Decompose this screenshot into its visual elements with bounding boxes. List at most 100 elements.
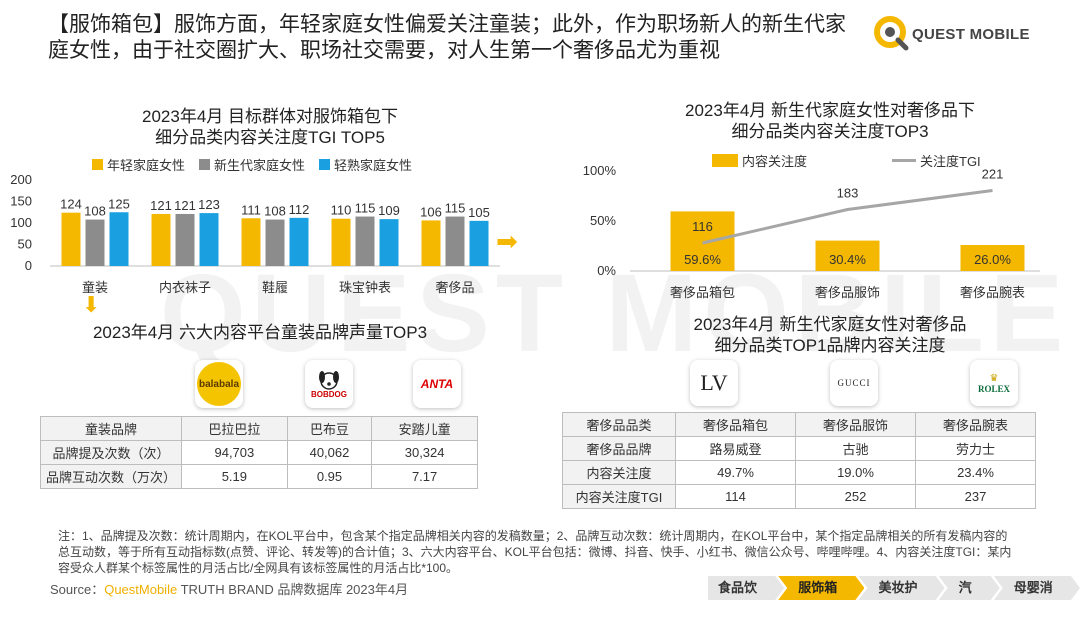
table-row: 品牌互动次数（万次） 5.19 0.95 7.17 [40,464,478,489]
data-label: 112 [289,202,310,217]
chart1-legend: 年轻家庭女性 新生代家庭女性 轻熟家庭女性 [92,155,412,174]
brand-table-title: 2023年4月 六大内容平台童装品牌声量TOP3 [92,323,428,342]
y-tick-label: 100 [10,215,32,230]
y-tick-label: 50% [590,213,616,228]
data-label: 111 [241,202,261,217]
x-tick-label: 奢侈品腕表 [960,285,1025,300]
gucci-logo: GUCCI [830,360,878,406]
table-cell: 路易威登 [675,436,796,461]
table-cell: 巴布豆 [286,416,373,441]
chart2-plot: 0% 50% 100% 59.6% 奢侈品箱包 30.4% 奢侈品服饰 26.0% 奢侈品腕表 1… [583,163,1040,300]
table-cell: 23.4% [915,460,1036,485]
x-tick-label: 内衣袜子 [159,280,211,295]
table-cell: 内容关注度 [562,460,676,485]
bar [670,211,735,271]
table-row: 奢侈品品牌 路易威登 古驰 劳力士 [562,436,1036,461]
y-tick-label: 50 [18,237,32,252]
data-label: 105 [468,205,490,220]
table-cell: 5.19 [181,464,288,489]
bar [960,245,1025,271]
table-cell: 94,703 [181,440,288,465]
bar [445,216,465,266]
data-label: 121 [150,198,172,213]
data-label: 108 [264,204,286,219]
down-arrow-icon: ⬇ [82,292,101,317]
bar [421,220,441,266]
x-tick-label: 奢侈品服饰 [815,285,880,300]
footnote: 注：1、品牌提及次数：统计周期内，在KOL平台中，包含某个指定品牌相关内容的发稿… [58,529,1012,575]
data-label: 109 [378,203,400,218]
x-tick-label: 奢侈品 [435,280,474,295]
y-tick-label: 0% [597,263,616,278]
source-brand: QuestMobile [104,582,178,597]
data-label: 121 [174,198,196,213]
table-cell: 童装品牌 [40,416,182,441]
brand-table: 童装品牌 巴拉巴拉 巴布豆 安踏儿童 品牌提及次数（次） 94,703 40,0… [40,416,478,489]
rolex-logo: ♛ ROLEX [970,360,1018,406]
table-row: 童装品牌 巴拉巴拉 巴布豆 安踏儿童 [40,416,478,441]
table-cell: 品牌提及次数（次） [40,440,182,465]
table-cell: 劳力士 [915,436,1036,461]
table-cell: 奢侈品品类 [562,412,676,437]
y-tick-label: 200 [10,172,32,187]
anta-logo: ANTA [413,360,461,408]
bar [175,213,195,266]
data-label: 106 [420,204,442,219]
tab-apparel-bags[interactable]: 服饰箱包 [778,576,864,600]
bar [355,216,375,266]
x-tick-label: 童装 [82,280,108,295]
questmobile-logo-icon [874,16,909,51]
table-cell: 安踏儿童 [371,416,478,441]
table-row: 内容关注度TGI 114 252 237 [562,484,1036,509]
bar [241,218,261,266]
bar [109,212,129,266]
chart2-title: 2023年4月 新生代家庭女性对奢侈品下 细分品类内容关注度TOP3 [685,101,975,141]
table-cell: 奢侈品腕表 [915,412,1036,437]
table-cell: 19.0% [795,460,916,485]
tab-food-drink[interactable]: 食品饮品 [708,576,784,600]
table-cell: 40,062 [286,440,373,465]
table-cell: 奢侈品服饰 [795,412,916,437]
y-tick-label: 100% [583,163,617,178]
table-row: 内容关注度 49.7% 19.0% 23.4% [562,460,1036,485]
bar [289,217,309,266]
right-arrow-icon: ➡ [496,226,518,256]
y-tick-label: 0 [25,258,32,273]
source-line: Source：QuestMobile TRUTH BRAND 品牌数据库 202… [50,579,408,598]
lv-logo: LV [690,360,738,406]
tab-maternity[interactable]: 母婴消费 [994,576,1080,600]
tab-beauty[interactable]: 美妆护肤 [858,576,944,600]
balabala-logo: balabala [195,360,243,408]
crown-icon: ♛ [989,372,999,384]
table-cell: 7.17 [371,464,478,489]
lux-table: 奢侈品品类 奢侈品箱包 奢侈品服饰 奢侈品腕表 奢侈品品牌 路易威登 古驰 劳力… [562,412,1036,509]
x-tick-label: 珠宝钟表 [339,280,391,295]
source-rest: TRUTH BRAND 品牌数据库 2023年4月 [177,582,409,597]
bar [265,219,285,266]
legend-item: 关注度TGI [892,151,981,170]
table-cell: 0.95 [286,464,373,489]
source-prefix: Source： [50,582,105,597]
tab-auto[interactable]: 汽车 [939,576,1000,600]
dog-icon [319,370,339,390]
data-label: 124 [60,197,82,212]
legend-item: 轻熟家庭女性 [319,155,412,174]
data-label: 115 [355,201,376,216]
bar [85,219,105,266]
table-cell: 237 [915,484,1036,509]
bobdog-logo: BOBDOG [305,360,353,408]
data-label: 26.0% [974,252,1011,267]
table-row: 奢侈品品类 奢侈品箱包 奢侈品服饰 奢侈品腕表 [562,412,1036,437]
table-cell: 巴拉巴拉 [181,416,288,441]
table-cell: 品牌互动次数（万次） [40,464,182,489]
x-tick-label: 奢侈品箱包 [670,285,735,300]
tgi-label: 183 [837,186,859,201]
data-label: 59.6% [684,252,721,267]
chart1-title: 2023年4月 目标群体对服饰箱包下 细分品类内容关注度TGI TOP5 [142,107,398,147]
data-label: 123 [198,197,220,212]
tgi-line [702,189,993,245]
data-label: 108 [84,204,106,219]
bar [199,213,219,266]
data-label: 30.4% [829,252,866,267]
